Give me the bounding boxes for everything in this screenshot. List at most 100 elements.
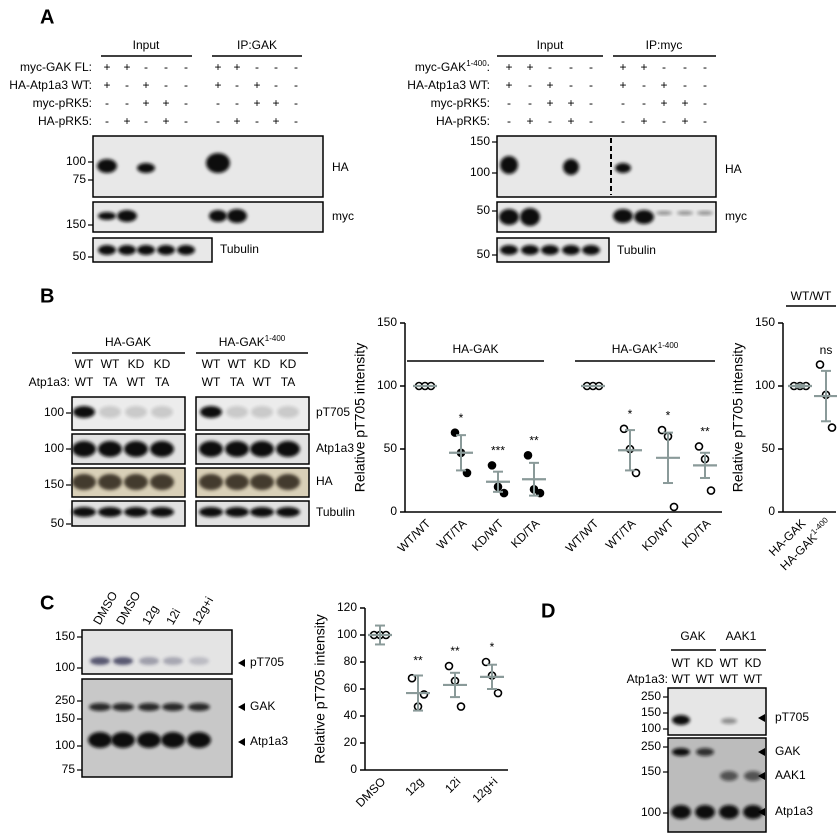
sign: + bbox=[272, 96, 279, 110]
band bbox=[150, 474, 174, 490]
sign: - bbox=[274, 60, 278, 74]
sign: - bbox=[642, 78, 646, 92]
mw-marker: 100 bbox=[66, 154, 86, 168]
sign: - bbox=[216, 114, 220, 128]
y-axis-label: Relative pT705 intensity bbox=[352, 343, 368, 492]
band bbox=[138, 703, 160, 711]
lane-label: KD bbox=[254, 357, 271, 371]
band bbox=[150, 507, 174, 517]
blot-label: GAK bbox=[775, 744, 800, 758]
band bbox=[634, 210, 654, 224]
band bbox=[695, 805, 715, 819]
x-tick-label: KD/TA bbox=[508, 516, 542, 550]
data-point bbox=[827, 423, 837, 432]
band bbox=[72, 507, 96, 517]
sign: - bbox=[589, 60, 593, 74]
y-tick-label: 120 bbox=[337, 600, 357, 614]
band bbox=[199, 474, 223, 490]
band bbox=[97, 159, 117, 173]
significance: ns bbox=[820, 343, 833, 357]
lane-label: TA bbox=[281, 375, 295, 389]
band bbox=[137, 245, 155, 255]
sign: - bbox=[164, 78, 168, 92]
x-tick-label: WT/WT bbox=[563, 516, 602, 555]
band bbox=[562, 245, 580, 255]
sign: - bbox=[589, 96, 593, 110]
lane-label: TA bbox=[103, 375, 117, 389]
lane-label: 12g+i bbox=[189, 594, 216, 627]
band bbox=[206, 153, 230, 173]
significance: ** bbox=[700, 425, 710, 439]
arrow bbox=[758, 808, 765, 816]
data-point bbox=[706, 486, 716, 495]
band bbox=[677, 211, 693, 215]
panel-letter: C bbox=[40, 592, 54, 614]
mw-marker: 100 bbox=[55, 738, 75, 752]
band bbox=[721, 718, 737, 724]
blot bbox=[81, 629, 233, 675]
group-header: Input bbox=[537, 38, 564, 52]
band bbox=[139, 657, 159, 665]
band bbox=[672, 715, 690, 725]
sign: - bbox=[621, 114, 625, 128]
sign: + bbox=[640, 114, 647, 128]
lane-label: WT bbox=[744, 672, 763, 686]
significance: * bbox=[490, 640, 495, 654]
sign: - bbox=[274, 78, 278, 92]
band bbox=[98, 245, 116, 255]
y-tick-label: 0 bbox=[390, 504, 397, 518]
band bbox=[250, 474, 274, 490]
blot-label: Atp1a3 bbox=[316, 441, 354, 455]
sign: + bbox=[660, 78, 667, 92]
sign: - bbox=[683, 78, 687, 92]
data-point bbox=[669, 502, 679, 512]
mw-marker: 100 bbox=[470, 165, 490, 179]
significance: ** bbox=[529, 433, 539, 447]
sign: + bbox=[681, 114, 688, 128]
lane-label: WT bbox=[127, 375, 146, 389]
sign: - bbox=[144, 114, 148, 128]
significance: * bbox=[459, 411, 464, 425]
lane-label: WT bbox=[253, 375, 272, 389]
mw-marker: 100 bbox=[55, 660, 75, 674]
band bbox=[89, 703, 111, 711]
lane-label: WT bbox=[672, 656, 691, 670]
band bbox=[72, 441, 96, 457]
band bbox=[276, 507, 300, 517]
label-superscript: 1-400 bbox=[265, 334, 286, 343]
sign: - bbox=[703, 60, 707, 74]
arrow bbox=[758, 714, 765, 722]
sign: + bbox=[214, 60, 221, 74]
lane-label: WT bbox=[202, 357, 221, 371]
mw-marker: 250 bbox=[55, 693, 75, 707]
band bbox=[500, 156, 518, 174]
y-tick-label: 0 bbox=[768, 504, 775, 518]
band bbox=[117, 210, 137, 222]
mw-marker: 250 bbox=[641, 689, 661, 703]
y-axis-label: Relative pT705 intensity bbox=[312, 614, 328, 763]
arrow bbox=[758, 772, 765, 780]
lane-label: TA bbox=[230, 375, 244, 389]
sign: + bbox=[103, 60, 110, 74]
band bbox=[744, 771, 762, 781]
blot-label: Tubulin bbox=[220, 242, 259, 256]
mw-marker: 50 bbox=[477, 203, 491, 217]
blot-label: AAK1 bbox=[775, 768, 806, 782]
sign: + bbox=[660, 96, 667, 110]
sign: + bbox=[505, 78, 512, 92]
band bbox=[500, 245, 518, 255]
band bbox=[276, 474, 300, 490]
lane-label: WT bbox=[720, 656, 739, 670]
band bbox=[157, 245, 175, 255]
x-tick-label: KD/WT bbox=[639, 516, 677, 554]
sign: + bbox=[214, 78, 221, 92]
band bbox=[124, 474, 148, 490]
lane-label: WT bbox=[101, 357, 120, 371]
sign: + bbox=[505, 60, 512, 74]
row-label: myc-GAK1-400: bbox=[415, 59, 490, 75]
band bbox=[73, 406, 95, 418]
sign: - bbox=[589, 78, 593, 92]
y-axis-label: Relative pT705 intensity bbox=[730, 343, 746, 492]
mw-marker: 150 bbox=[641, 764, 661, 778]
band bbox=[697, 211, 713, 215]
